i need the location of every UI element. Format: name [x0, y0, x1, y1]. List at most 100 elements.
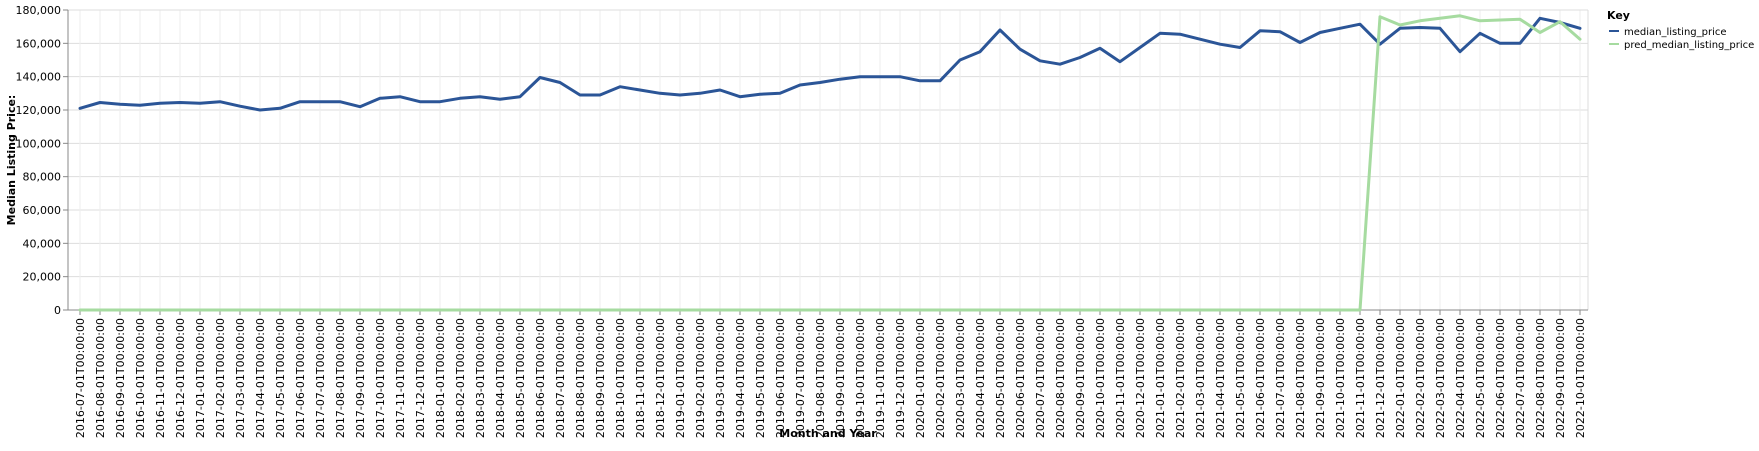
x-tick-label: 2022-04-01T00:00:00 — [1454, 318, 1467, 438]
x-tick-label: 2018-02-01T00:00:00 — [454, 318, 467, 438]
x-tick-label: 2017-10-01T00:00:00 — [374, 318, 387, 438]
x-tick-label: 2019-03-01T00:00:00 — [714, 318, 727, 438]
x-tick-label: 2021-02-01T00:00:00 — [1174, 318, 1187, 438]
x-tick-label: 2021-08-01T00:00:00 — [1294, 318, 1307, 438]
x-tick-label: 2016-11-01T00:00:00 — [154, 318, 167, 438]
x-tick-label: 2020-12-01T00:00:00 — [1134, 318, 1147, 438]
y-axis: 0 20,000 40,000 60,000 80,000 100,000 120,000 1… — [16, 4, 69, 317]
x-tick-label: 2016-08-01T00:00:00 — [94, 318, 107, 438]
x-tick-label: 2022-06-01T00:00:00 — [1494, 318, 1507, 438]
x-tick-label: 2017-02-01T00:00:00 — [214, 318, 227, 438]
x-tick-label: 2019-11-01T00:00:00 — [874, 318, 887, 438]
y-tick-label: 120,000 — [16, 104, 62, 117]
x-tick-label: 2019-08-01T00:00:00 — [814, 318, 827, 438]
x-tick-label: 2021-09-01T00:00:00 — [1314, 318, 1327, 438]
x-tick-label: 2022-09-01T00:00:00 — [1554, 318, 1567, 438]
legend-label: pred_median_listing_price — [1624, 40, 1754, 51]
x-tick-label: 2018-07-01T00:00:00 — [554, 318, 567, 438]
x-tick-label: 2019-10-01T00:00:00 — [854, 318, 867, 438]
x-tick-label: 2017-12-01T00:00:00 — [414, 318, 427, 438]
x-tick-label: 2022-02-01T00:00:00 — [1414, 318, 1427, 438]
x-tick-label: 2019-01-01T00:00:00 — [674, 318, 687, 438]
x-tick-label: 2017-04-01T00:00:00 — [254, 318, 267, 438]
x-tick-label: 2020-02-01T00:00:00 — [934, 318, 947, 438]
x-axis: 2016-07-01T00:00:00 2016-08-01T00:00:00 20… — [68, 309, 1588, 438]
x-tick-label: 2018-04-01T00:00:00 — [494, 318, 507, 438]
x-tick-label: 2022-08-01T00:00:00 — [1534, 318, 1547, 438]
x-tick-label: 2019-04-01T00:00:00 — [734, 318, 747, 438]
x-tick-label: 2018-10-01T00:00:00 — [614, 318, 627, 438]
x-tick-label: 2022-01-01T00:00:00 — [1394, 318, 1407, 438]
y-tick-label: 100,000 — [16, 137, 62, 150]
x-tick-label: 2019-07-01T00:00:00 — [794, 318, 807, 438]
x-tick-label: 2017-06-01T00:00:00 — [294, 318, 307, 438]
x-tick-label: 2016-10-01T00:00:00 — [134, 318, 147, 438]
y-axis-title: Median Listing Price: — [5, 95, 18, 226]
x-tick-label: 2021-12-01T00:00:00 — [1374, 318, 1387, 438]
x-tick-label: 2017-07-01T00:00:00 — [314, 318, 327, 438]
x-tick-label: 2020-07-01T00:00:00 — [1034, 318, 1047, 438]
grid — [68, 9, 1589, 311]
x-tick-label: 2018-01-01T00:00:00 — [434, 318, 447, 438]
legend-title: Key — [1607, 9, 1630, 22]
y-tick-label: 0 — [54, 304, 61, 317]
series-line-median_listing_price — [78, 16, 1582, 112]
x-tick-label: 2022-07-01T00:00:00 — [1514, 318, 1527, 438]
x-tick-label: 2019-06-01T00:00:00 — [774, 318, 787, 438]
x-tick-label: 2019-05-01T00:00:00 — [754, 318, 767, 438]
x-tick-label: 2021-07-01T00:00:00 — [1274, 318, 1287, 438]
y-tick-label: 160,000 — [16, 37, 62, 50]
x-tick-label: 2019-09-01T00:00:00 — [834, 318, 847, 438]
x-tick-label: 2016-07-01T00:00:00 — [74, 318, 87, 438]
x-tick-label: 2020-05-01T00:00:00 — [994, 318, 1007, 438]
x-tick-label: 2021-05-01T00:00:00 — [1234, 318, 1247, 438]
y-tick-label: 40,000 — [23, 237, 62, 250]
x-tick-label: 2017-03-01T00:00:00 — [234, 318, 247, 438]
x-tick-label: 2021-10-01T00:00:00 — [1334, 318, 1347, 438]
x-tick-label: 2021-11-01T00:00:00 — [1354, 318, 1367, 438]
legend: Key median_listing_price pred_median_list… — [1607, 9, 1754, 51]
x-tick-label: 2020-01-01T00:00:00 — [914, 318, 927, 438]
x-tick-label: 2017-08-01T00:00:00 — [334, 318, 347, 438]
y-tick-label: 140,000 — [16, 71, 62, 84]
x-tick-label: 2020-09-01T00:00:00 — [1074, 318, 1087, 438]
x-axis-title: Month and Year — [779, 427, 877, 440]
x-tick-label: 2022-05-01T00:00:00 — [1474, 318, 1487, 438]
x-tick-label: 2016-12-01T00:00:00 — [174, 318, 187, 438]
x-tick-label: 2017-09-01T00:00:00 — [354, 318, 367, 438]
x-tick-label: 2019-02-01T00:00:00 — [694, 318, 707, 438]
x-tick-label: 2018-06-01T00:00:00 — [534, 318, 547, 438]
x-tick-label: 2021-04-01T00:00:00 — [1214, 318, 1227, 438]
y-tick-label: 80,000 — [23, 171, 62, 184]
x-tick-label: 2019-12-01T00:00:00 — [894, 318, 907, 438]
y-tick-label: 60,000 — [23, 204, 62, 217]
legend-label: median_listing_price — [1624, 27, 1727, 38]
x-tick-label: 2021-03-01T00:00:00 — [1194, 318, 1207, 438]
x-tick-label: 2018-12-01T00:00:00 — [654, 318, 667, 438]
y-tick-label: 180,000 — [16, 4, 62, 17]
x-tick-label: 2020-08-01T00:00:00 — [1054, 318, 1067, 438]
x-tick-label: 2020-06-01T00:00:00 — [1014, 318, 1027, 438]
x-tick-label: 2016-09-01T00:00:00 — [114, 318, 127, 438]
x-tick-label: 2020-03-01T00:00:00 — [954, 318, 967, 438]
x-tick-label: 2022-10-01T00:00:00 — [1574, 318, 1587, 438]
x-tick-label: 2020-10-01T00:00:00 — [1094, 318, 1107, 438]
x-tick-label: 2018-11-01T00:00:00 — [634, 318, 647, 438]
x-tick-label: 2018-05-01T00:00:00 — [514, 318, 527, 438]
x-tick-label: 2017-11-01T00:00:00 — [394, 318, 407, 438]
y-tick-label: 20,000 — [23, 271, 62, 284]
series — [78, 14, 1582, 312]
x-tick-label: 2018-03-01T00:00:00 — [474, 318, 487, 438]
x-tick-label: 2022-03-01T00:00:00 — [1434, 318, 1447, 438]
series-line-pred_median_listing_price — [78, 14, 1582, 312]
x-tick-label: 2021-06-01T00:00:00 — [1254, 318, 1267, 438]
x-tick-label: 2017-05-01T00:00:00 — [274, 318, 287, 438]
x-tick-label: 2018-08-01T00:00:00 — [574, 318, 587, 438]
x-tick-label: 2020-11-01T00:00:00 — [1114, 318, 1127, 438]
x-tick-label: 2021-01-01T00:00:00 — [1154, 318, 1167, 438]
x-tick-label: 2020-04-01T00:00:00 — [974, 318, 987, 438]
x-tick-label: 2017-01-01T00:00:00 — [194, 318, 207, 438]
x-tick-label: 2018-09-01T00:00:00 — [594, 318, 607, 438]
